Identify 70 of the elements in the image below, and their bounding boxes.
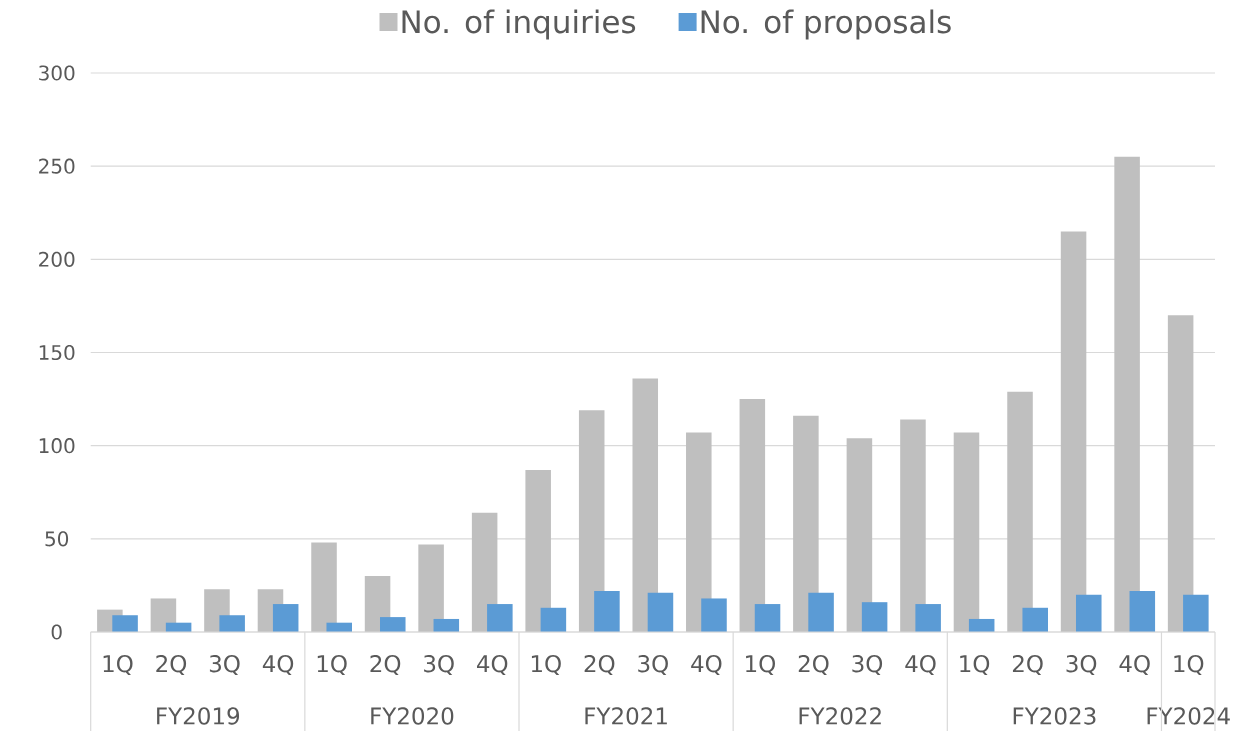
bar: [219, 615, 245, 632]
bar: [1075, 594, 1102, 632]
x-tick-label: 1Q: [1174, 654, 1204, 676]
text: FY2021: [585, 707, 667, 725]
x-tick-label: 4Q: [262, 654, 294, 676]
bar: [1060, 231, 1087, 632]
bar: [433, 618, 460, 632]
bar: [487, 604, 513, 632]
bar: [1167, 315, 1194, 632]
text: FY2023: [1013, 707, 1096, 725]
bar: [418, 544, 444, 632]
bar: [739, 399, 766, 632]
bar: [915, 604, 941, 632]
bar: [272, 604, 299, 632]
legend-label: No. of inquiries: [402, 9, 636, 40]
text: FY2022: [799, 707, 881, 725]
x-tick-label: 4Q: [691, 654, 722, 676]
bar: [1183, 594, 1209, 632]
bar: [686, 432, 712, 632]
bar: [647, 592, 674, 632]
x-tick-label: 3Q: [209, 654, 240, 676]
bar: [861, 602, 888, 632]
x-tick-label: 3Q: [852, 654, 883, 676]
bar: [1114, 156, 1140, 632]
x-tick-label: 1Q: [746, 654, 775, 676]
x-tick-label: 1Q: [960, 654, 990, 676]
bar: [754, 604, 781, 632]
y-tick-label: 200: [39, 251, 75, 267]
x-tick-label: 1Q: [531, 654, 561, 676]
bar: [953, 432, 980, 632]
bar: [1007, 391, 1033, 632]
bar: [846, 438, 873, 632]
y-tick-label: 100: [39, 438, 75, 454]
bar: [540, 607, 567, 632]
y-tick-label: 250: [39, 158, 75, 174]
x-tick-label: 3Q: [638, 654, 668, 676]
x-tick-label: 4Q: [1119, 654, 1150, 676]
bar: [1129, 591, 1156, 632]
x-tick-label: 2Q: [798, 654, 829, 676]
x-tick-label: 2Q: [1012, 654, 1043, 676]
y-tick-label: 50: [45, 531, 69, 547]
x-tick-label: 3Q: [424, 654, 454, 676]
x-tick-label: 3Q: [1066, 654, 1097, 676]
bar: [793, 415, 819, 632]
bar: [311, 542, 337, 632]
bar: [112, 615, 138, 632]
y-tick-label: 0: [51, 624, 62, 640]
x-tick-label: 2Q: [370, 654, 401, 676]
bar: [594, 591, 620, 632]
bar: [900, 419, 926, 632]
bar: [380, 617, 406, 632]
bar: [701, 598, 727, 632]
x-tick-label: 1Q: [103, 654, 133, 676]
text: FY2020: [371, 707, 454, 725]
x-tick-label: 4Q: [476, 654, 508, 676]
bar: [632, 378, 659, 632]
bar: [808, 592, 834, 632]
bar: [578, 410, 605, 632]
x-tick-label: 4Q: [905, 654, 936, 676]
x-tick-label: 1Q: [317, 654, 347, 676]
bar: [1022, 607, 1048, 632]
y-tick-label: 300: [39, 65, 75, 81]
bar: [968, 618, 995, 632]
y-tick-label: 150: [39, 344, 75, 361]
text: FY2024: [1147, 707, 1230, 725]
bar: [525, 469, 551, 632]
legend-label: No. of proposals: [701, 9, 951, 40]
x-tick-label: 2Q: [584, 654, 615, 676]
x-tick-label: 2Q: [156, 654, 187, 676]
text: FY2019: [157, 707, 240, 725]
